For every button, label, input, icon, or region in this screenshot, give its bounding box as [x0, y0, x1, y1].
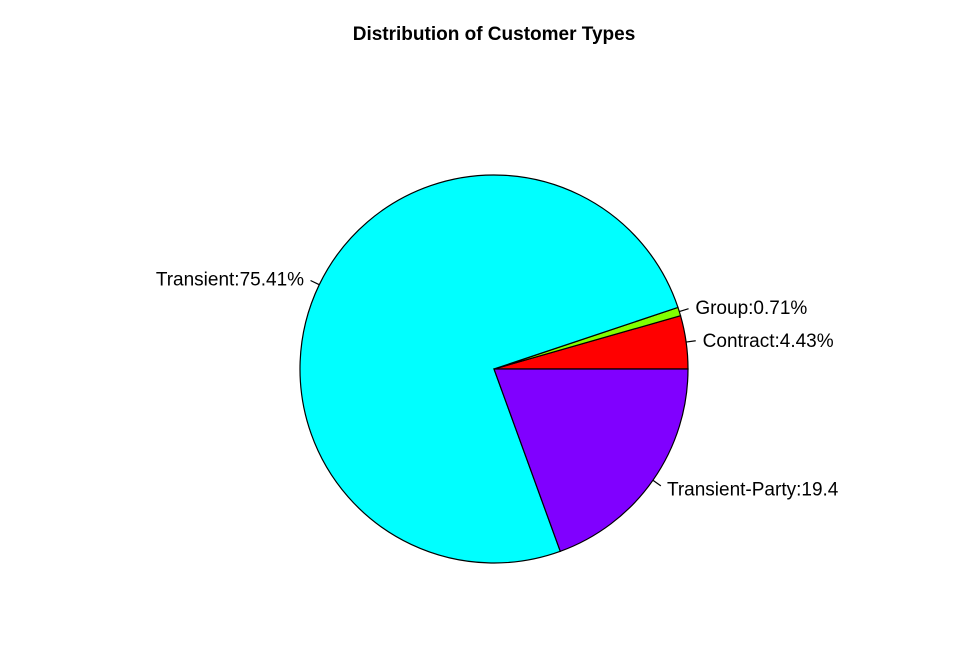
labels-group: Contract:4.43% Group:0.71% Transient:75.41…	[156, 269, 839, 500]
slice-label-group: Group:0.71%	[695, 298, 807, 319]
slice-label-transient-party: Transient-Party:19.4	[667, 480, 839, 501]
slices-group	[299, 174, 689, 564]
leader-line-contract	[686, 340, 696, 343]
slice-transient-party	[493, 368, 689, 553]
leader-line-group	[679, 308, 689, 313]
leader-line-transient-party	[652, 479, 662, 487]
leader-line-transient	[310, 279, 320, 286]
chart-title: Distribution of Customer Types	[353, 24, 636, 45]
slice-label-contract: Contract:4.43%	[703, 331, 834, 352]
slice-label-transient: Transient:75.41%	[156, 269, 304, 290]
